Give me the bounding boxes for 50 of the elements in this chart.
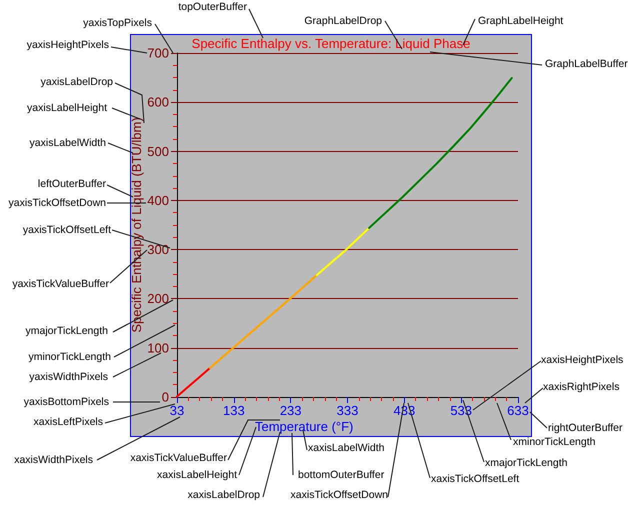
text: xaxisLeftPixels: [34, 416, 103, 428]
text: GraphLabelHeight: [478, 15, 564, 27]
text: yaxisBottomPixels: [24, 396, 109, 408]
text: rightOuterBuffer: [548, 422, 624, 434]
text: xaxisTickOffsetLeft: [431, 473, 520, 485]
y-tick-label: 200: [147, 291, 169, 306]
text: xaxisLabelWidth: [308, 442, 385, 454]
y-tick-label: 500: [147, 144, 169, 159]
y-tick-label: 300: [147, 242, 169, 258]
text: ymajorTickLength: [26, 325, 108, 337]
x-tick-label: 233: [280, 403, 302, 418]
text: yaxisLabelDrop: [40, 76, 114, 88]
line-series: [316, 226, 370, 276]
text: yaxisLabelWidth: [30, 137, 106, 149]
text: yminorTickLength: [28, 351, 112, 363]
y-tick-label: 0: [162, 390, 169, 404]
text: xaxisWidthPixels: [14, 454, 93, 466]
text: xaxisLabelHeight: [157, 469, 238, 481]
text: GraphLabelBuffer: [545, 58, 628, 70]
text: xaxisTickOffsetDown: [290, 489, 388, 501]
line-series: [368, 77, 513, 229]
text: yaxisTickValueBuffer: [12, 278, 110, 290]
line-series: [208, 274, 318, 370]
text: xaxisHeightPixels: [541, 354, 624, 366]
y-tick-label: 600: [147, 94, 169, 110]
text: xaxisLabelDrop: [188, 489, 260, 501]
text: xaxisTickValueBuffer: [130, 452, 228, 464]
text: yaxisLabelHeight: [27, 102, 108, 114]
text: topOuterBuffer: [178, 1, 248, 13]
text: xmajorTickLength: [485, 457, 568, 469]
text: GraphLabelDrop: [304, 15, 382, 27]
y-tick-label: 700: [147, 46, 169, 60]
text: yaxisTickOffsetLeft: [22, 224, 112, 236]
x-axis-title: Temperature (°F): [255, 419, 354, 434]
text: yaxisHeightPixels: [26, 39, 109, 51]
x-tick-label: 33: [170, 403, 184, 418]
text: xminorTickLength: [513, 436, 596, 448]
text: xaxisRightPixels: [543, 381, 620, 393]
x-tick-label: 133: [222, 403, 245, 418]
y-tick-label: 400: [147, 192, 169, 208]
y-axis-title: Specific Enthalpy of Liquid (BTU/lbm): [129, 117, 144, 333]
text: leftOuterBuffer: [38, 178, 106, 190]
text: yaxisTickOffsetDown: [8, 197, 106, 209]
y-tick-label: 100: [147, 340, 169, 356]
x-tick-label: 633: [507, 403, 529, 418]
line-series: [176, 367, 211, 398]
text: bottomOuterBuffer: [298, 469, 385, 481]
text: yaxisWidthPixels: [29, 371, 108, 383]
text: yaxisTopPixels: [83, 17, 152, 29]
x-tick-label: 333: [336, 403, 358, 418]
